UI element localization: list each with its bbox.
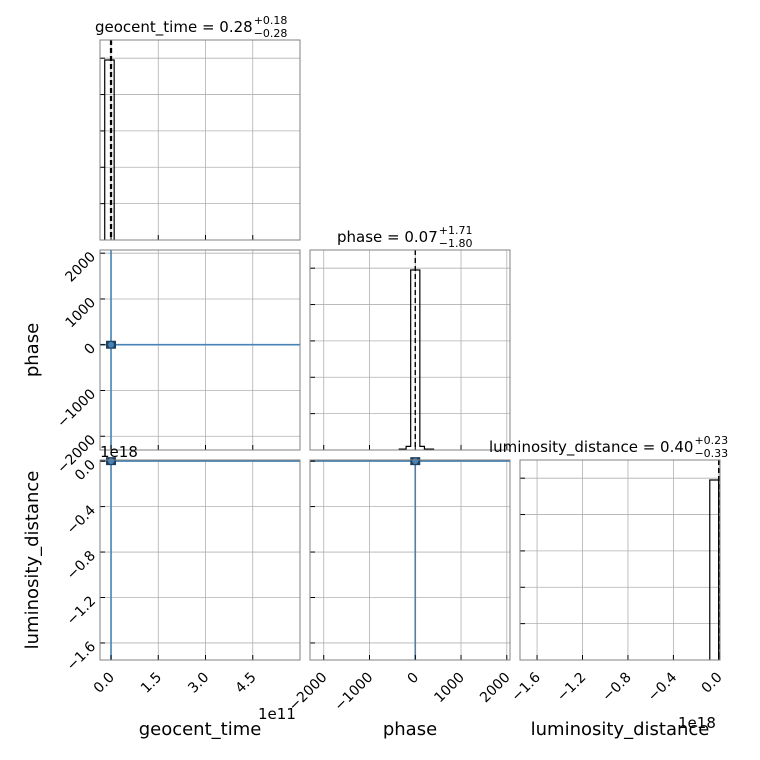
y-tick-label-phase: 0 bbox=[81, 340, 99, 358]
y-tick-label-phase: 2000 bbox=[63, 249, 100, 286]
title-plus-luminosity_distance: +0.23 bbox=[694, 434, 728, 447]
title-minus-geocent_time: −0.28 bbox=[254, 27, 288, 40]
histogram-geocent_time bbox=[104, 59, 115, 240]
y-offset-luminosity-distance: 1e18 bbox=[100, 443, 138, 461]
y-tick-label-luminosity_distance: −1.6 bbox=[64, 639, 99, 674]
title-plus-geocent_time: +0.18 bbox=[254, 14, 288, 27]
y-tick-label-phase: 1000 bbox=[63, 295, 100, 332]
x-tick-label-luminosity_distance: −0.4 bbox=[645, 669, 680, 704]
x-axis-label-geocent_time: geocent_time bbox=[139, 719, 262, 740]
title-phase: phase = 0.07 bbox=[337, 228, 438, 246]
x-axis-label-phase: phase bbox=[383, 719, 437, 740]
panel-frame bbox=[519, 459, 721, 661]
x-offset-geocent-time: 1e11 bbox=[258, 705, 296, 723]
x-axis-label-luminosity_distance: luminosity_distance bbox=[531, 719, 710, 740]
x-tick-label-geocent_time: 3.0 bbox=[185, 670, 212, 697]
title-minus-phase: −1.80 bbox=[439, 237, 473, 250]
x-tick-label-geocent_time: 0.0 bbox=[91, 670, 118, 697]
x-tick-label-phase: 0 bbox=[404, 670, 422, 688]
panel-frame bbox=[309, 249, 511, 451]
truth-point bbox=[412, 458, 419, 465]
x-tick-label-geocent_time: 4.5 bbox=[233, 670, 260, 697]
x-tick-label-phase: −1000 bbox=[332, 670, 377, 715]
x-tick-label-luminosity_distance: −0.8 bbox=[599, 670, 634, 705]
panel-frame bbox=[99, 459, 301, 661]
truth-point bbox=[108, 341, 115, 348]
panel-0-0 bbox=[99, 39, 301, 241]
y-tick-label-luminosity_distance: −0.8 bbox=[64, 548, 99, 583]
x-tick-label-geocent_time: 1.5 bbox=[138, 670, 165, 697]
y-axis-label-luminosity_distance: luminosity_distance bbox=[22, 471, 43, 650]
y-axis-label-phase: phase bbox=[22, 323, 43, 377]
panel-frame bbox=[99, 249, 301, 451]
title-minus-luminosity_distance: −0.33 bbox=[694, 447, 728, 460]
panel-frame bbox=[309, 459, 511, 661]
title-geocent_time: geocent_time = 0.28 bbox=[95, 18, 253, 37]
histogram-phase bbox=[398, 269, 435, 450]
x-offset-luminosity-distance: 1e18 bbox=[678, 714, 716, 732]
panel-2-2 bbox=[519, 459, 721, 661]
histogram-luminosity_distance bbox=[709, 479, 720, 660]
panel-1-0 bbox=[99, 249, 301, 451]
title-plus-phase: +1.71 bbox=[439, 224, 473, 237]
x-tick-label-phase: 2000 bbox=[477, 670, 514, 707]
y-tick-label-luminosity_distance: −1.2 bbox=[64, 593, 99, 628]
x-tick-label-luminosity_distance: 0.0 bbox=[699, 670, 726, 697]
x-tick-label-luminosity_distance: −1.2 bbox=[554, 670, 589, 705]
panel-2-1 bbox=[309, 457, 511, 661]
title-luminosity_distance: luminosity_distance = 0.40 bbox=[489, 438, 693, 457]
y-tick-label-phase: −1000 bbox=[54, 386, 99, 431]
y-tick-label-luminosity_distance: −0.4 bbox=[64, 502, 99, 537]
x-tick-label-luminosity_distance: −1.6 bbox=[509, 669, 544, 704]
panel-1-1 bbox=[309, 249, 511, 451]
panel-2-0 bbox=[99, 457, 301, 661]
panel-frame bbox=[99, 39, 301, 241]
x-tick-label-phase: 1000 bbox=[431, 670, 468, 707]
